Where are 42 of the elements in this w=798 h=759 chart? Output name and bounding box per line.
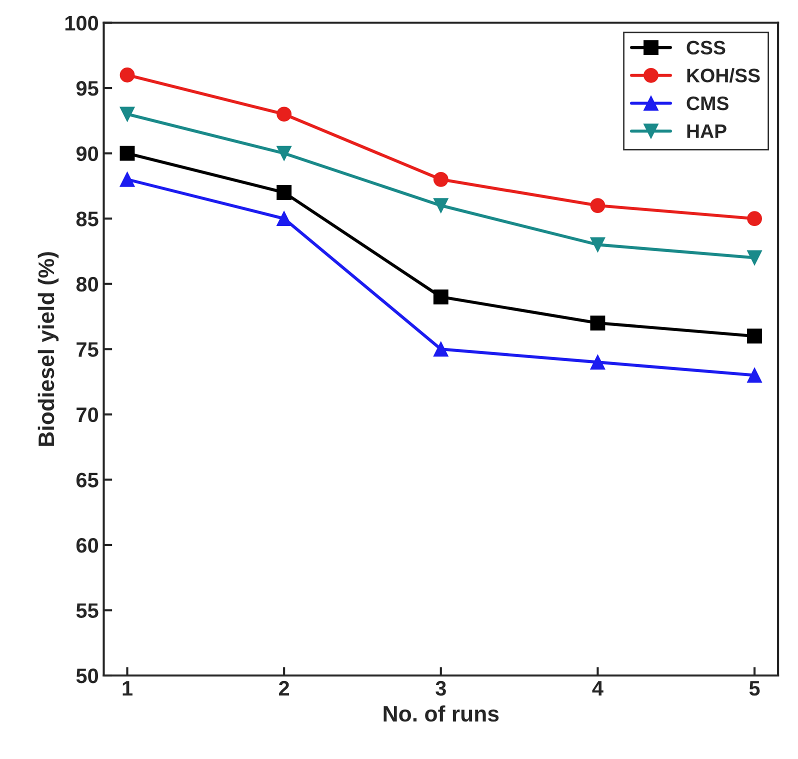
y-tick-label: 85 (76, 212, 98, 226)
y-tick-label: 90 (76, 146, 98, 162)
x-tick-label: 1 (122, 681, 132, 696)
y-tick-label: 75 (76, 342, 98, 357)
y-tick-label: 50 (76, 668, 98, 684)
point (120, 146, 135, 161)
y-tick-label: 95 (76, 81, 98, 96)
point (276, 106, 292, 122)
legend-label: HAP (687, 124, 726, 138)
y-tick-label: 70 (76, 407, 98, 422)
legend-label: CMS (686, 96, 728, 110)
point (747, 250, 762, 266)
y-tick-label: 55 (76, 603, 98, 618)
point (590, 354, 606, 370)
point (433, 198, 448, 213)
y-tick-label: 60 (76, 538, 98, 553)
y-tick-label: 80 (76, 276, 98, 292)
x-tick-label: 4 (592, 681, 604, 696)
point (590, 316, 606, 330)
point (120, 106, 135, 122)
point (433, 172, 448, 187)
y-tick-label: 100 (65, 16, 98, 31)
point (433, 289, 448, 304)
point (590, 198, 606, 213)
point (433, 342, 448, 357)
point (276, 211, 292, 226)
x-tick-label: 3 (436, 680, 446, 696)
point (747, 328, 762, 344)
point (747, 368, 762, 383)
x-tick-label: 2 (279, 680, 290, 696)
y-tick-label: 65 (76, 472, 98, 488)
point (590, 237, 606, 252)
y-axis-title: Biodiesel yield (%) (38, 252, 59, 446)
point (276, 146, 292, 161)
legend-label: CSS (686, 40, 726, 55)
point (276, 185, 292, 200)
legend-label: KOH/SS (687, 68, 760, 83)
x-axis-title: No. of runs (384, 705, 499, 722)
point (120, 172, 135, 187)
x-tick-label: 5 (749, 681, 760, 696)
point (120, 68, 135, 82)
point (747, 211, 762, 226)
